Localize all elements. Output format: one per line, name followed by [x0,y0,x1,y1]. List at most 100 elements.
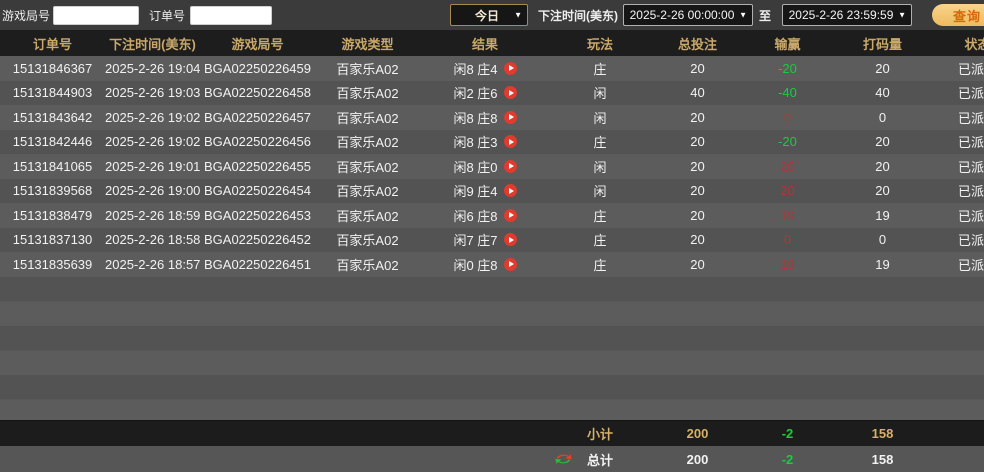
cell-status: 已派彩 [957,86,984,102]
cell-win-loss: -20 [778,60,797,76]
cell-status: 已派彩 [957,208,984,224]
cell-round-id: BGA02250226455 [204,158,311,174]
play-icon[interactable] [503,257,517,271]
cell-status: 已派彩 [957,159,984,175]
cell-turnover: 40 [875,85,890,101]
cell-total-bet: 20 [690,183,705,199]
cell-order-id: 15131844903 [12,85,93,101]
cell-round-id: BGA02250226452 [204,232,311,248]
cell-turnover: 0 [878,109,887,125]
cell-total-bet: 20 [690,109,705,125]
cell-order-id: 15131842446 [12,134,93,150]
cell-game-type: 百家乐A02 [336,61,399,77]
result-text: 闲2 庄6 [453,86,498,102]
order-id-label: 订单号 [149,8,186,23]
cell-result: 闲8 庄8 [420,108,550,127]
chevron-down-icon: ▼ [514,10,522,20]
chevron-down-icon: ▼ [898,10,906,20]
cell-win-loss: 0 [783,109,792,125]
chevron-down-icon: ▼ [739,10,747,20]
cell-game-type: 百家乐A02 [336,135,399,151]
cell-order-id: 15131841065 [12,158,93,174]
cell-round-id: BGA02250226457 [204,109,311,125]
result-text: 闲6 庄8 [453,208,498,224]
result-text: 闲8 庄3 [453,135,498,151]
total-win-loss: -2 [781,451,794,467]
cell-turnover: 20 [875,134,890,150]
cell-bet-time: 2025-2-26 18:59 [105,207,201,223]
cell-status: 已派彩 [957,233,984,249]
cell-result: 闲7 庄7 [420,230,550,249]
cell-bet-time: 2025-2-26 18:57 [105,256,201,272]
result-text: 闲7 庄7 [453,233,498,249]
cell-status: 已派彩 [957,257,984,273]
cell-play-type: 庄 [593,135,607,151]
table-row: 15131841065 2025-2-26 19:01 BGA022502264… [0,154,984,179]
result-text: 闲0 庄8 [453,257,498,273]
play-icon[interactable] [503,86,517,100]
cell-result: 闲8 庄4 [420,59,550,78]
total-label: 总计 [586,452,613,468]
header-win-loss: 输赢 [774,36,801,52]
cell-order-id: 15131837130 [12,232,93,248]
cell-total-bet: 20 [690,158,705,174]
header-turnover: 打码量 [862,36,902,52]
date-from-select[interactable]: 2025-2-26 00:00:00 ▼ [622,4,753,26]
play-icon[interactable] [503,184,517,198]
header-total-bet: 总投注 [677,36,717,52]
order-id-input[interactable] [190,5,273,25]
cell-win-loss: -20 [778,134,797,150]
cell-round-id: BGA02250226454 [204,183,311,199]
cell-game-type: 百家乐A02 [336,208,399,224]
table-row: 15131837130 2025-2-26 18:58 BGA022502264… [0,227,984,252]
cell-status: 已派彩 [957,135,984,151]
game-round-input[interactable] [53,5,140,25]
cell-result: 闲2 庄6 [420,83,550,102]
play-icon[interactable] [503,208,517,222]
cell-order-id: 15131835639 [12,256,93,272]
play-icon[interactable] [503,61,517,75]
date-to-select[interactable]: 2025-2-26 23:59:59 ▼ [782,4,912,26]
cell-play-type: 闲 [593,184,607,200]
period-select[interactable]: 今日 ▼ [449,4,528,26]
table-row: 15131843642 2025-2-26 19:02 BGA022502264… [0,105,984,130]
cell-total-bet: 20 [690,232,705,248]
subtotal-label: 小计 [586,427,613,442]
cell-win-loss: 20 [780,158,795,174]
play-icon[interactable] [503,135,517,149]
cell-bet-time: 2025-2-26 19:03 [105,85,201,101]
total-turnover: 158 [871,451,894,467]
cell-turnover: 20 [875,158,890,174]
cell-result: 闲9 庄4 [420,181,550,200]
subtotal-total-bet: 200 [686,426,709,441]
cell-result: 闲0 庄8 [420,255,550,274]
cell-play-type: 庄 [593,233,607,249]
empty-rows-area [0,276,984,420]
play-icon[interactable] [503,159,517,173]
cell-game-type: 百家乐A02 [336,184,399,200]
cell-order-id: 15131838479 [12,207,93,223]
cell-bet-time: 2025-2-26 19:04 [105,60,201,76]
cell-win-loss: -40 [778,85,797,101]
cell-status: 已派彩 [957,61,984,77]
cell-turnover: 20 [875,60,890,76]
swap-refresh-icon[interactable] [554,452,573,467]
cell-bet-time: 2025-2-26 19:02 [105,134,201,150]
cell-game-type: 百家乐A02 [336,159,399,175]
play-icon[interactable] [503,233,517,247]
cell-bet-time: 2025-2-26 18:58 [105,232,201,248]
cell-play-type: 闲 [593,159,607,175]
header-bet-time: 下注时间(美东) [109,36,196,52]
date-from-value: 2025-2-26 00:00:00 [629,8,735,22]
cell-turnover: 0 [878,232,887,248]
play-icon[interactable] [503,110,517,124]
cell-order-id: 15131846367 [12,60,93,76]
date-to-value: 2025-2-26 23:59:59 [788,8,894,22]
cell-win-loss: 0 [783,232,792,248]
cell-round-id: BGA02250226458 [204,85,311,101]
game-round-label: 游戏局号 [2,8,51,23]
query-button[interactable]: 查询 [932,4,984,26]
subtotal-win-loss: -2 [781,426,794,441]
table-row: 15131842446 2025-2-26 19:02 BGA022502264… [0,129,984,154]
cell-round-id: BGA02250226451 [204,256,311,272]
